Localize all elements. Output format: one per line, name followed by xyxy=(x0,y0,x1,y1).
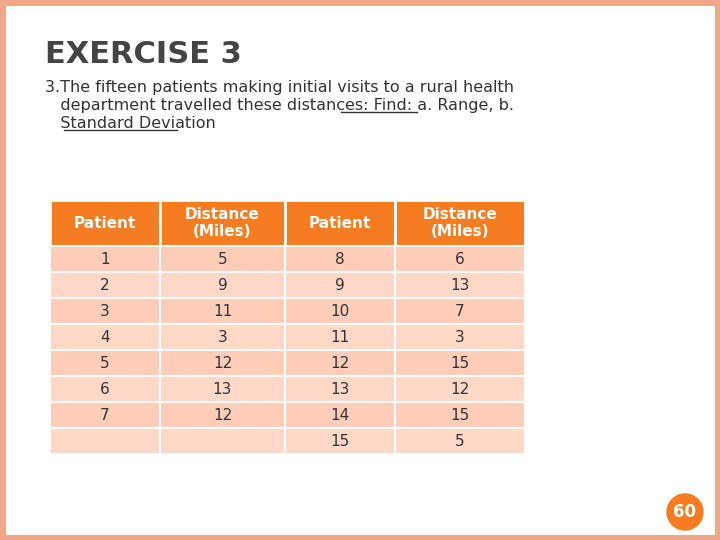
FancyBboxPatch shape xyxy=(285,428,395,454)
FancyBboxPatch shape xyxy=(395,200,525,246)
FancyBboxPatch shape xyxy=(395,402,525,428)
FancyBboxPatch shape xyxy=(50,200,160,246)
Text: 13: 13 xyxy=(450,278,469,293)
FancyBboxPatch shape xyxy=(50,324,160,350)
Text: 3: 3 xyxy=(100,303,110,319)
Text: 6: 6 xyxy=(100,381,110,396)
FancyBboxPatch shape xyxy=(285,376,395,402)
Text: 7: 7 xyxy=(100,408,110,422)
FancyBboxPatch shape xyxy=(285,402,395,428)
Text: 3.The fifteen patients making initial visits to a rural health: 3.The fifteen patients making initial vi… xyxy=(45,80,514,95)
Text: 5: 5 xyxy=(100,355,110,370)
Circle shape xyxy=(667,494,703,530)
Text: 5: 5 xyxy=(455,434,465,449)
FancyBboxPatch shape xyxy=(160,402,285,428)
FancyBboxPatch shape xyxy=(160,200,285,246)
FancyBboxPatch shape xyxy=(50,350,160,376)
Text: 15: 15 xyxy=(451,408,469,422)
FancyBboxPatch shape xyxy=(395,272,525,298)
Text: 8: 8 xyxy=(336,252,345,267)
FancyBboxPatch shape xyxy=(395,428,525,454)
FancyBboxPatch shape xyxy=(50,298,160,324)
FancyBboxPatch shape xyxy=(395,246,525,272)
FancyBboxPatch shape xyxy=(160,428,285,454)
FancyBboxPatch shape xyxy=(160,350,285,376)
Text: Distance
(Miles): Distance (Miles) xyxy=(423,207,498,239)
Text: 15: 15 xyxy=(330,434,350,449)
Text: 2: 2 xyxy=(100,278,110,293)
FancyBboxPatch shape xyxy=(395,298,525,324)
Text: 9: 9 xyxy=(335,278,345,293)
FancyBboxPatch shape xyxy=(395,324,525,350)
Text: 11: 11 xyxy=(213,303,232,319)
Text: 5: 5 xyxy=(217,252,228,267)
FancyBboxPatch shape xyxy=(285,324,395,350)
Text: 15: 15 xyxy=(451,355,469,370)
FancyBboxPatch shape xyxy=(395,350,525,376)
Text: Standard Deviation: Standard Deviation xyxy=(45,116,216,131)
FancyBboxPatch shape xyxy=(50,272,160,298)
FancyBboxPatch shape xyxy=(285,272,395,298)
FancyBboxPatch shape xyxy=(50,246,160,272)
Text: 12: 12 xyxy=(213,355,232,370)
Text: 12: 12 xyxy=(330,355,350,370)
Text: 11: 11 xyxy=(330,329,350,345)
Text: 60: 60 xyxy=(673,503,696,521)
FancyBboxPatch shape xyxy=(285,246,395,272)
Text: EXERCISE 3: EXERCISE 3 xyxy=(45,40,242,69)
Text: 10: 10 xyxy=(330,303,350,319)
FancyBboxPatch shape xyxy=(285,298,395,324)
Text: 12: 12 xyxy=(451,381,469,396)
Text: 9: 9 xyxy=(217,278,228,293)
Text: 1: 1 xyxy=(100,252,110,267)
FancyBboxPatch shape xyxy=(285,200,395,246)
FancyBboxPatch shape xyxy=(50,376,160,402)
Text: 4: 4 xyxy=(100,329,110,345)
FancyBboxPatch shape xyxy=(50,428,160,454)
Text: 13: 13 xyxy=(213,381,232,396)
Text: 12: 12 xyxy=(213,408,232,422)
Text: 13: 13 xyxy=(330,381,350,396)
Text: 14: 14 xyxy=(330,408,350,422)
Text: Patient: Patient xyxy=(74,215,136,231)
Text: Distance
(Miles): Distance (Miles) xyxy=(185,207,260,239)
FancyBboxPatch shape xyxy=(160,298,285,324)
Text: 6: 6 xyxy=(455,252,465,267)
FancyBboxPatch shape xyxy=(50,402,160,428)
Text: department travelled these distances: Find: a. Range, b.: department travelled these distances: Fi… xyxy=(45,98,514,113)
FancyBboxPatch shape xyxy=(160,324,285,350)
FancyBboxPatch shape xyxy=(395,376,525,402)
FancyBboxPatch shape xyxy=(160,272,285,298)
FancyBboxPatch shape xyxy=(285,350,395,376)
FancyBboxPatch shape xyxy=(160,376,285,402)
Text: 3: 3 xyxy=(217,329,228,345)
FancyBboxPatch shape xyxy=(160,246,285,272)
Text: 3: 3 xyxy=(455,329,465,345)
Text: 7: 7 xyxy=(455,303,465,319)
Text: Patient: Patient xyxy=(309,215,371,231)
